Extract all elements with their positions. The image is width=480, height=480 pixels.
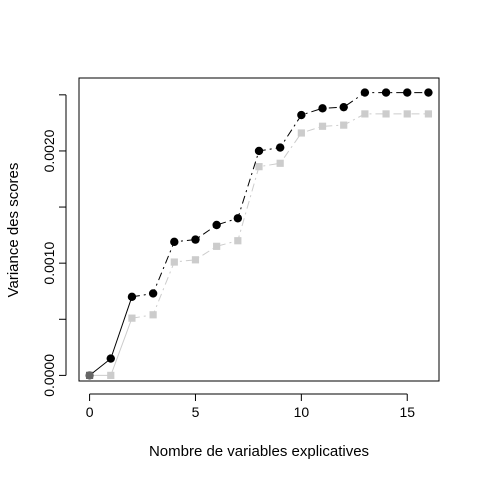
series-1 (85, 88, 433, 380)
series-1-point (191, 235, 200, 244)
y-tick-label: 0.0000 (41, 354, 57, 397)
series-2-point (403, 110, 411, 118)
x-axis: 0 5 10 15 (86, 393, 415, 420)
series-1-point (106, 354, 115, 363)
series-2-point (424, 110, 433, 118)
series-1-point (254, 146, 264, 156)
x-tick-label: 10 (294, 404, 310, 420)
series-1-point (297, 110, 306, 120)
series-2-line-dashdot (131, 113, 429, 319)
series-1-point (212, 220, 221, 230)
series-1-point (233, 214, 243, 223)
y-axis: 0.0000 0.0010 0.0020 (41, 94, 67, 397)
series-1-point (381, 88, 391, 97)
series-1-point (127, 292, 137, 302)
series-2-line-solid (89, 318, 133, 376)
series-1-point (318, 104, 327, 113)
series-1-point (170, 237, 179, 247)
series-1-point (424, 88, 433, 97)
series-2-point (382, 110, 390, 118)
series-2-point (213, 242, 221, 250)
series-1-point (360, 88, 370, 97)
series-1-point (339, 102, 348, 112)
series-1-point (403, 88, 412, 97)
series-1-line-dashdot (131, 92, 429, 298)
plot-frame (78, 77, 440, 382)
y-tick-label: 0.0010 (41, 242, 57, 285)
series-2-point (318, 122, 327, 130)
x-tick-label: 0 (86, 404, 94, 420)
series-2-point (191, 256, 200, 264)
series-layer (85, 88, 433, 380)
series-2-point (107, 371, 115, 379)
x-tick-label: 5 (192, 404, 200, 420)
x-axis-title: Nombre de variables explicatives (149, 443, 369, 460)
series-1-point (148, 289, 158, 298)
series-2-point (234, 237, 242, 245)
series-2-point (170, 258, 178, 266)
series-2-point (297, 129, 305, 137)
y-tick-label: 0.0020 (41, 129, 57, 172)
y-axis-title: Variance des scores (5, 163, 22, 298)
series-2-point (276, 159, 284, 167)
series-1-point (275, 143, 285, 152)
x-tick-label: 15 (399, 404, 415, 420)
series-2-point (128, 314, 136, 322)
series-1-point (85, 371, 94, 380)
series-2-point (340, 121, 348, 129)
series-2-point (361, 110, 369, 118)
series-2-point (149, 311, 157, 319)
series-2-point (255, 163, 263, 171)
